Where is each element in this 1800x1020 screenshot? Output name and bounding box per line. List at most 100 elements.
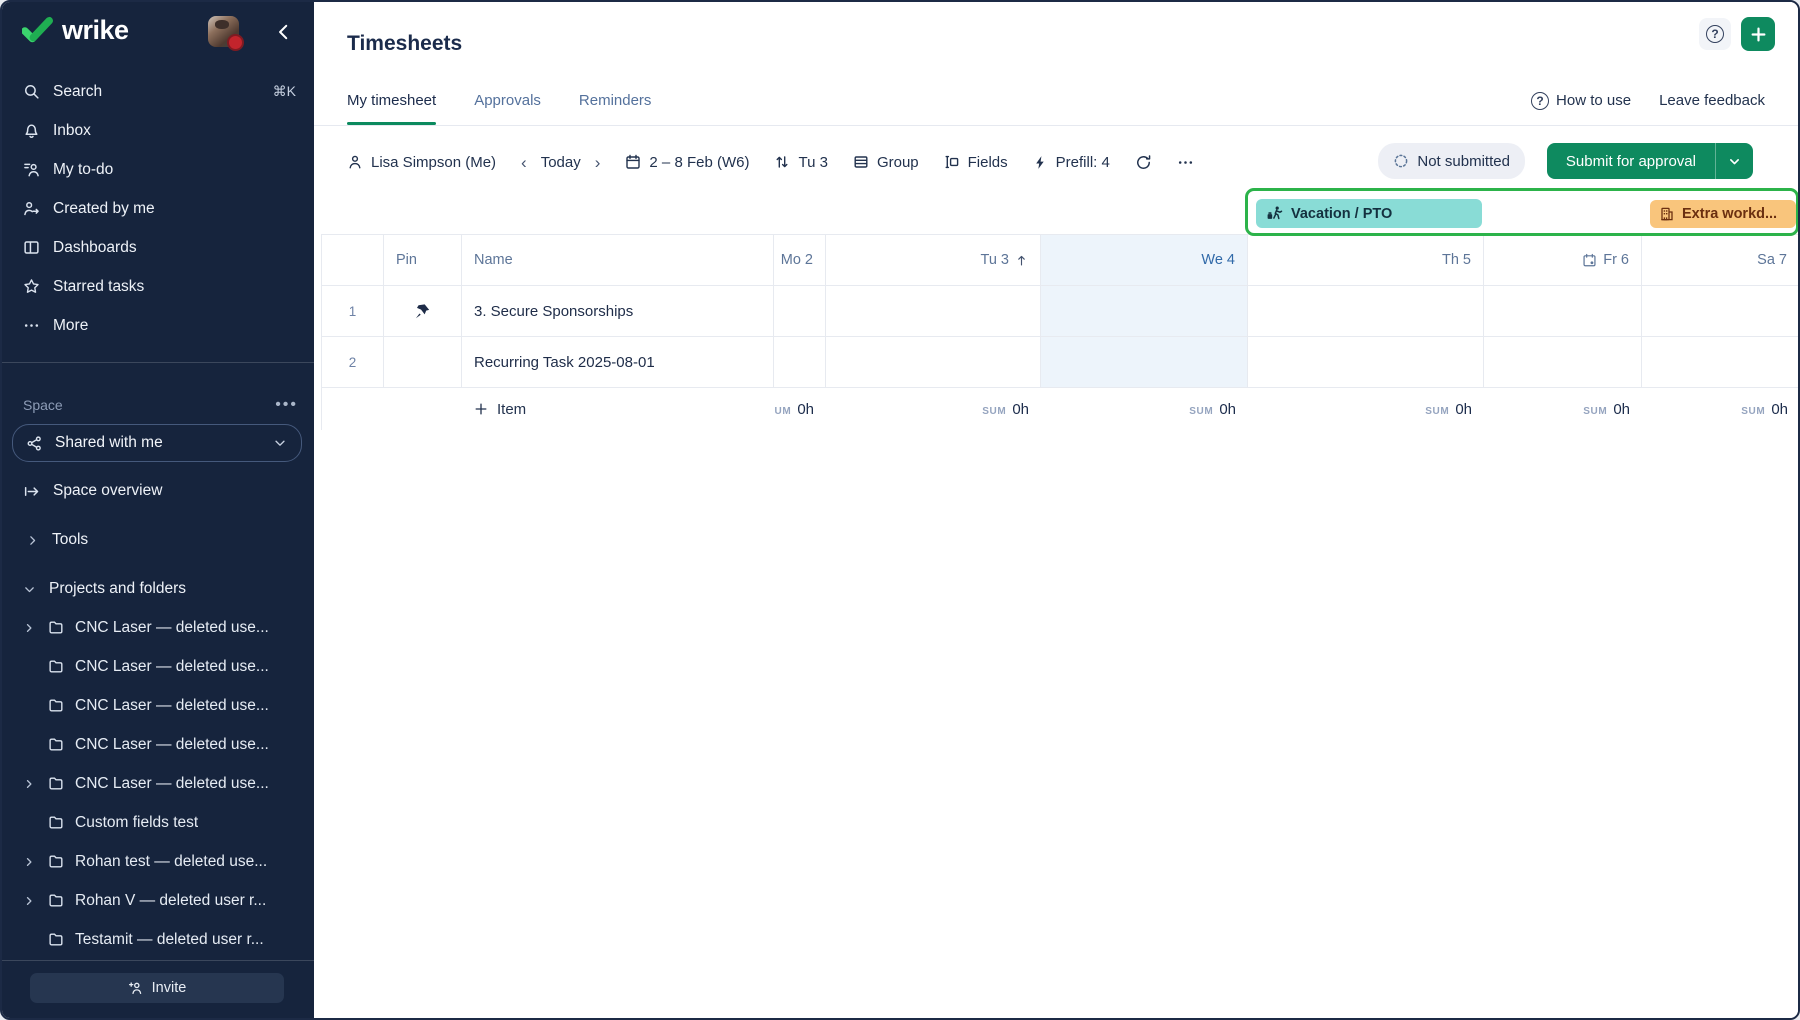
folder-item[interactable]: CNC Laser — deleted use... <box>2 686 314 725</box>
time-cell[interactable] <box>774 337 826 388</box>
day-header-we4[interactable]: We 4 <box>1041 234 1248 286</box>
tab-approvals[interactable]: Approvals <box>474 92 541 109</box>
submission-controls: Not submitted Submit for approval <box>1378 143 1753 179</box>
add-button[interactable] <box>1741 17 1775 51</box>
time-cell[interactable] <box>826 286 1041 337</box>
chevron-right-icon[interactable] <box>23 856 39 868</box>
time-cell[interactable] <box>774 286 826 337</box>
person-icon <box>347 154 363 170</box>
tab-my-timesheet[interactable]: My timesheet <box>347 76 437 125</box>
invite-button[interactable]: Invite <box>30 973 284 1003</box>
date-navigator: ‹ Today › <box>521 154 600 171</box>
folder-icon <box>48 658 65 675</box>
space-selector-label: Shared with me <box>55 434 163 451</box>
help-button[interactable]: ? <box>1699 18 1731 50</box>
vacation-pto-badge[interactable]: Vacation / PTO <box>1256 199 1482 228</box>
pin-cell[interactable] <box>384 286 462 337</box>
day-header-tu3[interactable]: Tu 3 <box>826 234 1041 286</box>
chevron-down-icon <box>273 436 287 450</box>
time-cell[interactable] <box>1041 337 1248 388</box>
sort-control[interactable]: Tu 3 <box>774 154 828 171</box>
folder-item[interactable]: CNC Laser — deleted use... <box>2 764 314 803</box>
collapse-sidebar-icon[interactable] <box>274 22 294 42</box>
refresh-button[interactable] <box>1135 154 1152 171</box>
time-cell[interactable] <box>1248 286 1484 337</box>
extra-workday-badge[interactable]: Extra workd... <box>1650 200 1796 228</box>
group-control[interactable]: Group <box>853 154 919 171</box>
name-column-header[interactable]: Name <box>462 234 774 286</box>
sidebar-item-search[interactable]: Search ⌘K <box>2 72 314 111</box>
time-cell[interactable] <box>1642 337 1798 388</box>
sidebar-item-more[interactable]: More <box>2 306 314 345</box>
sidebar-item-projects-and-folders[interactable]: Projects and folders <box>2 570 314 608</box>
sidebar-item-tools[interactable]: Tools <box>2 521 314 559</box>
time-cell[interactable] <box>1642 286 1798 337</box>
space-more-icon[interactable]: ••• <box>275 396 298 413</box>
folder-item[interactable]: Testamit — deleted user r... <box>2 920 314 959</box>
sidebar-item-my-todo[interactable]: My to-do <box>2 150 314 189</box>
task-name-cell[interactable]: 3. Secure Sponsorships <box>462 286 774 337</box>
sidebar-item-starred-tasks[interactable]: Starred tasks <box>2 267 314 306</box>
user-filter[interactable]: Lisa Simpson (Me) <box>347 154 496 171</box>
avatar[interactable] <box>208 16 244 51</box>
chevron-down-icon <box>1730 158 1739 164</box>
time-cell[interactable] <box>1041 286 1248 337</box>
pin-column-header[interactable]: Pin <box>384 234 462 286</box>
more-dots-icon <box>23 317 40 334</box>
today-button[interactable]: Today <box>540 153 581 171</box>
folder-item[interactable]: Custom fields test <box>2 803 314 842</box>
next-week-icon[interactable]: › <box>594 152 601 172</box>
folder-item[interactable]: Rohan test — deleted use... <box>2 842 314 881</box>
chevron-right-icon[interactable] <box>23 622 39 634</box>
wrike-logo[interactable]: wrike <box>22 15 129 46</box>
logo-text: wrike <box>62 15 129 45</box>
sidebar-item-space-overview[interactable]: Space overview <box>2 472 314 510</box>
chevron-right-icon[interactable] <box>23 778 39 790</box>
status-badge[interactable]: Not submitted <box>1378 143 1525 179</box>
day-header-fr6[interactable]: Fr 6 <box>1484 234 1642 286</box>
dashboard-icon <box>23 239 40 256</box>
sidebar-item-created-by-me[interactable]: Created by me <box>2 189 314 228</box>
space-overview-icon <box>23 483 40 500</box>
traveler-icon <box>1266 205 1284 222</box>
submit-for-approval-button[interactable]: Submit for approval <box>1546 143 1715 179</box>
prefill-control[interactable]: Prefill: 4 <box>1033 154 1110 171</box>
pushpin-icon <box>414 303 431 320</box>
row-number: 2 <box>321 337 384 388</box>
tab-reminders[interactable]: Reminders <box>578 92 652 109</box>
day-header-th5[interactable]: Th 5 <box>1248 234 1484 286</box>
time-cell[interactable] <box>826 337 1041 388</box>
sidebar-divider <box>2 362 314 363</box>
more-options-button[interactable] <box>1177 154 1194 171</box>
time-cell[interactable] <box>1484 286 1642 337</box>
folder-item[interactable]: CNC Laser — deleted use... <box>2 725 314 764</box>
time-cell[interactable] <box>1248 337 1484 388</box>
sidebar-item-inbox[interactable]: Inbox <box>2 111 314 150</box>
prev-week-icon[interactable]: ‹ <box>521 152 527 172</box>
how-to-use-link[interactable]: ? How to use <box>1531 91 1631 110</box>
add-item-button[interactable]: Item <box>462 401 526 418</box>
week-selector[interactable]: 2 – 8 Feb (W6) <box>625 154 749 171</box>
task-name-cell[interactable]: Recurring Task 2025-08-01 <box>462 337 774 388</box>
folder-item[interactable]: CNC Laser — deleted use... <box>2 647 314 686</box>
sidebar-item-dashboards[interactable]: Dashboards <box>2 228 314 267</box>
day-header-mo2[interactable]: Mo 2 <box>774 234 826 286</box>
folder-item[interactable]: CNC Laser — deleted use... <box>2 608 314 647</box>
time-cell[interactable] <box>1484 337 1642 388</box>
pin-cell[interactable] <box>384 337 462 388</box>
day-header-sa7[interactable]: Sa 7 <box>1642 234 1798 286</box>
building-icon <box>1659 206 1675 222</box>
folder-item[interactable]: Rohan V — deleted user r... <box>2 881 314 920</box>
invite-person-icon <box>128 980 144 996</box>
chevron-right-icon[interactable] <box>23 895 39 907</box>
space-selector[interactable]: Shared with me <box>12 424 302 462</box>
leave-feedback-link[interactable]: Leave feedback <box>1659 92 1765 109</box>
star-icon <box>23 278 40 295</box>
fields-control[interactable]: Fields <box>944 154 1008 171</box>
share-icon <box>26 435 43 452</box>
submit-options-button[interactable] <box>1715 143 1753 179</box>
